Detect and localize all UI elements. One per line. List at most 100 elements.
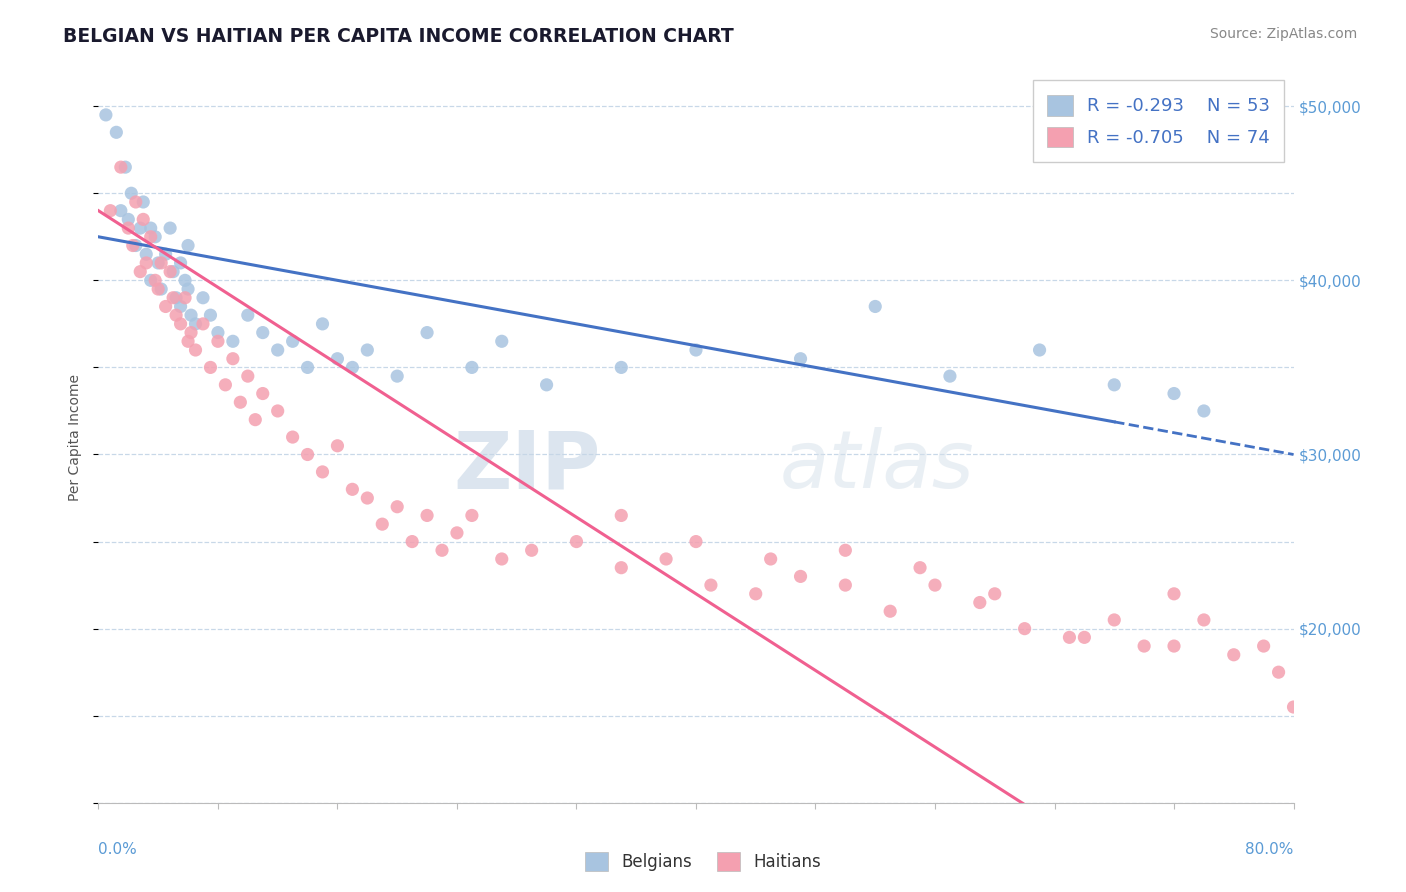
Point — [1014, 622, 1036, 636]
Point — [252, 326, 274, 340]
Point — [135, 256, 157, 270]
Point — [139, 221, 162, 235]
Point — [125, 238, 148, 252]
Point — [789, 351, 811, 366]
Point — [1192, 613, 1215, 627]
Point — [252, 386, 274, 401]
Point — [143, 273, 166, 287]
Text: Source: ZipAtlas.com: Source: ZipAtlas.com — [1209, 27, 1357, 41]
Point — [207, 326, 229, 340]
Point — [311, 317, 333, 331]
Point — [125, 194, 148, 209]
Point — [159, 221, 181, 235]
Point — [491, 552, 513, 566]
Point — [165, 291, 187, 305]
Point — [326, 351, 349, 366]
Legend: Belgians, Haitians: Belgians, Haitians — [576, 843, 830, 880]
Point — [924, 578, 946, 592]
Point — [222, 351, 245, 366]
Point — [865, 300, 887, 314]
Point — [191, 291, 214, 305]
Point — [311, 465, 333, 479]
Point — [117, 221, 139, 235]
Point — [200, 308, 222, 322]
Point — [610, 360, 633, 375]
Point — [565, 534, 588, 549]
Point — [700, 578, 723, 592]
Point — [984, 587, 1007, 601]
Point — [356, 343, 378, 357]
Point — [1104, 377, 1126, 392]
Point — [177, 238, 200, 252]
Point — [1163, 639, 1185, 653]
Point — [143, 229, 166, 244]
Point — [169, 317, 191, 331]
Point — [207, 334, 229, 349]
Point — [139, 273, 162, 287]
Point — [267, 343, 290, 357]
Point — [1073, 631, 1095, 645]
Point — [169, 300, 191, 314]
Point — [155, 247, 177, 261]
Legend: R = -0.293    N = 53, R = -0.705    N = 74: R = -0.293 N = 53, R = -0.705 N = 74 — [1033, 80, 1285, 161]
Point — [159, 265, 181, 279]
Point — [180, 326, 202, 340]
Point — [416, 508, 439, 523]
Point — [1192, 404, 1215, 418]
Point — [745, 587, 768, 601]
Point — [117, 212, 139, 227]
Point — [520, 543, 543, 558]
Point — [148, 256, 170, 270]
Point — [1059, 631, 1081, 645]
Point — [1104, 613, 1126, 627]
Point — [610, 508, 633, 523]
Point — [371, 517, 394, 532]
Point — [139, 229, 162, 244]
Point — [759, 552, 782, 566]
Text: 0.0%: 0.0% — [98, 842, 138, 856]
Point — [169, 256, 191, 270]
Point — [908, 560, 931, 574]
Text: ZIP: ZIP — [453, 427, 600, 506]
Point — [297, 448, 319, 462]
Point — [491, 334, 513, 349]
Point — [685, 534, 707, 549]
Point — [342, 483, 364, 497]
Point — [162, 291, 184, 305]
Point — [1253, 639, 1275, 653]
Point — [94, 108, 117, 122]
Point — [385, 500, 409, 514]
Point — [1282, 700, 1305, 714]
Point — [150, 282, 173, 296]
Point — [180, 308, 202, 322]
Point — [236, 369, 259, 384]
Point — [401, 534, 423, 549]
Text: BELGIAN VS HAITIAN PER CAPITA INCOME CORRELATION CHART: BELGIAN VS HAITIAN PER CAPITA INCOME COR… — [63, 27, 734, 45]
Point — [610, 560, 633, 574]
Point — [222, 334, 245, 349]
Point — [446, 525, 468, 540]
Point — [1267, 665, 1289, 680]
Point — [150, 256, 173, 270]
Point — [281, 430, 304, 444]
Point — [105, 125, 128, 139]
Point — [879, 604, 901, 618]
Text: 80.0%: 80.0% — [1246, 842, 1294, 856]
Point — [120, 186, 142, 201]
Point — [214, 377, 236, 392]
Point — [174, 273, 197, 287]
Point — [162, 265, 184, 279]
Point — [1133, 639, 1156, 653]
Point — [174, 291, 197, 305]
Point — [121, 238, 143, 252]
Point — [834, 578, 856, 592]
Point — [177, 334, 200, 349]
Point — [165, 308, 187, 322]
Point — [1028, 343, 1050, 357]
Point — [939, 369, 962, 384]
Point — [326, 439, 349, 453]
Point — [461, 508, 484, 523]
Point — [229, 395, 252, 409]
Point — [834, 543, 856, 558]
Point — [148, 282, 170, 296]
